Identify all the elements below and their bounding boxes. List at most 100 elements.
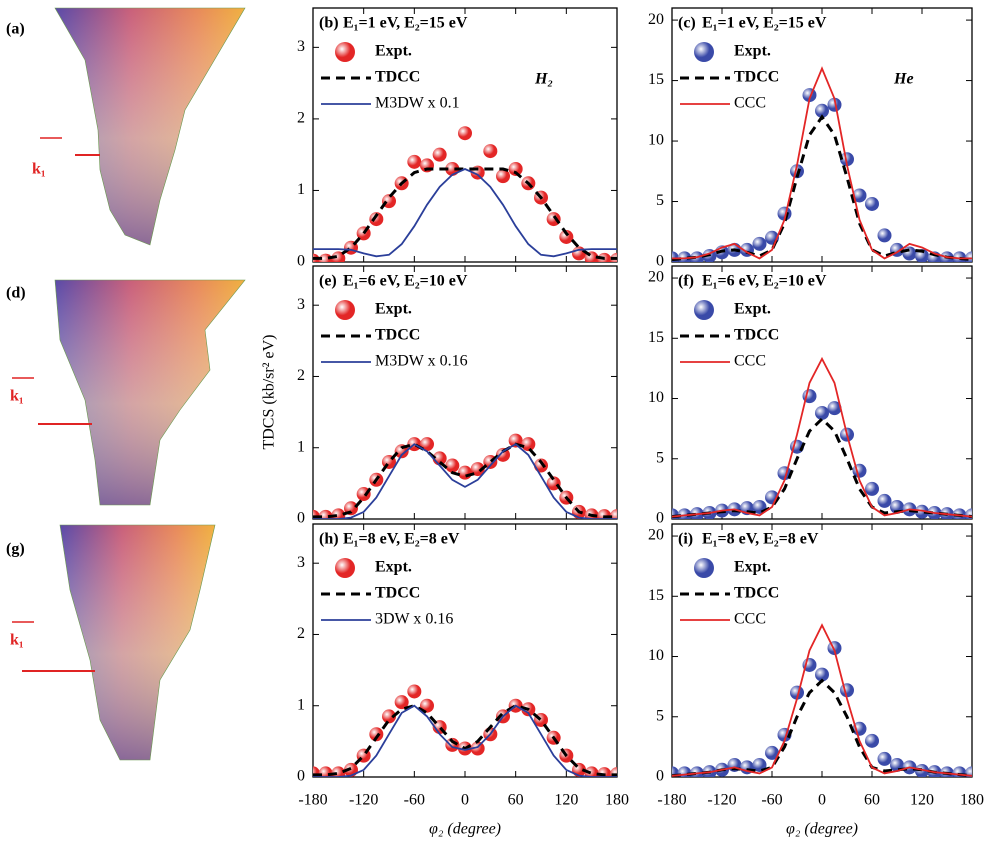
y-tick-label: 3 bbox=[297, 38, 305, 55]
data-point bbox=[865, 733, 879, 748]
panel-label: (f) bbox=[678, 273, 694, 290]
y-tick-label: 2 bbox=[297, 367, 305, 384]
annotation: He bbox=[893, 71, 914, 88]
plot-area bbox=[313, 433, 617, 519]
data-point bbox=[777, 206, 792, 221]
y-tick-label: 2 bbox=[297, 110, 305, 127]
data-point bbox=[559, 229, 574, 244]
panel-label: (d) bbox=[6, 285, 26, 302]
legend-label: TDCC bbox=[734, 69, 779, 86]
legend-label: Expt. bbox=[734, 301, 771, 318]
plot-frame bbox=[671, 7, 973, 263]
y-axis-label: TDCS (kb/sr² eV) bbox=[261, 334, 278, 449]
data-point bbox=[815, 103, 829, 118]
series-line bbox=[313, 168, 617, 258]
vector-label: k₁ bbox=[10, 388, 24, 405]
data-point bbox=[508, 161, 523, 176]
x-tick-label: -120 bbox=[707, 792, 736, 809]
y-tick-label: 15 bbox=[648, 587, 664, 604]
series-line bbox=[672, 66, 972, 260]
panel-label: (b) bbox=[319, 15, 339, 32]
x-tick-label: -60 bbox=[404, 792, 425, 809]
legend-marker bbox=[335, 300, 355, 320]
legend-label: TDCC bbox=[375, 69, 420, 86]
data-point bbox=[458, 126, 472, 141]
plot-area bbox=[313, 684, 617, 777]
panel-label: (h) bbox=[319, 531, 339, 548]
series-line bbox=[313, 443, 617, 519]
x-axis-label: φ₂ (degree) bbox=[786, 821, 858, 838]
legend-marker bbox=[694, 558, 714, 578]
plot-area bbox=[672, 356, 972, 519]
data-point bbox=[382, 709, 396, 724]
data-point bbox=[496, 169, 510, 184]
data-point bbox=[572, 246, 586, 261]
data-point bbox=[827, 97, 842, 112]
panel-label: (e) bbox=[319, 273, 337, 290]
series-line bbox=[672, 678, 972, 777]
x-tick-label: 0 bbox=[818, 792, 826, 809]
legend-label: TDCC bbox=[375, 327, 420, 344]
legend-label: M3DW x 0.1 bbox=[375, 95, 460, 112]
y-tick-label: 0 bbox=[297, 510, 305, 527]
legend-marker bbox=[335, 558, 355, 578]
data-point bbox=[815, 667, 829, 682]
x-tick-label: -120 bbox=[349, 792, 378, 809]
legend-label: TDCC bbox=[734, 327, 779, 344]
data-point bbox=[902, 246, 917, 261]
series-line bbox=[313, 442, 617, 519]
legend-label: CCC bbox=[734, 353, 766, 370]
series-line bbox=[672, 114, 972, 262]
data-point bbox=[852, 721, 867, 736]
data-point bbox=[521, 437, 536, 452]
legend-label: 3DW x 0.16 bbox=[375, 611, 453, 628]
k-vector-g: k₁ bbox=[10, 621, 95, 672]
panel-title: E₁=1 eV, E₂=15 eV bbox=[702, 15, 827, 32]
data-point bbox=[865, 481, 879, 496]
y-tick-label: 15 bbox=[648, 329, 664, 346]
panel-title: E₁=1 eV, E₂=15 eV bbox=[343, 15, 468, 32]
data-point bbox=[584, 766, 599, 777]
series-line bbox=[313, 704, 617, 777]
y-tick-label: 3 bbox=[297, 296, 305, 313]
k-vector-a: k₁ bbox=[32, 137, 100, 178]
data-point bbox=[445, 458, 460, 473]
y-tick-label: 1 bbox=[297, 696, 305, 713]
data-point bbox=[369, 727, 384, 742]
data-point bbox=[496, 447, 510, 462]
surface-d bbox=[54, 279, 246, 506]
data-point bbox=[318, 253, 333, 262]
data-point bbox=[827, 401, 842, 416]
legend-label: CCC bbox=[734, 95, 766, 112]
y-tick-label: 3 bbox=[297, 554, 305, 571]
data-point bbox=[483, 144, 498, 159]
annotation: H₂ bbox=[534, 71, 553, 88]
y-tick-label: 0 bbox=[656, 768, 664, 785]
data-point bbox=[432, 147, 447, 162]
data-point bbox=[840, 152, 854, 167]
data-point bbox=[407, 154, 422, 169]
legend-marker bbox=[335, 42, 355, 62]
legend-label: TDCC bbox=[734, 585, 779, 602]
legend-label: Expt. bbox=[734, 43, 771, 60]
y-tick-label: 0 bbox=[656, 253, 664, 270]
panel-label: (g) bbox=[6, 541, 25, 558]
surface-a bbox=[54, 7, 246, 246]
data-point bbox=[672, 766, 679, 777]
plot-area bbox=[672, 623, 972, 777]
y-tick-label: 0 bbox=[297, 253, 305, 270]
data-point bbox=[790, 164, 804, 179]
x-tick-label: -180 bbox=[298, 792, 327, 809]
x-tick-label: 180 bbox=[960, 792, 984, 809]
series-line bbox=[672, 623, 972, 777]
legend-label: Expt. bbox=[375, 43, 412, 60]
y-tick-label: 0 bbox=[656, 510, 664, 527]
data-point bbox=[965, 766, 972, 777]
data-point bbox=[407, 684, 422, 699]
plot-frame bbox=[312, 265, 618, 520]
legend-marker bbox=[694, 42, 714, 62]
series-line bbox=[672, 356, 972, 518]
k-vector-d: k₁ bbox=[10, 377, 92, 425]
plot-area bbox=[313, 126, 617, 262]
